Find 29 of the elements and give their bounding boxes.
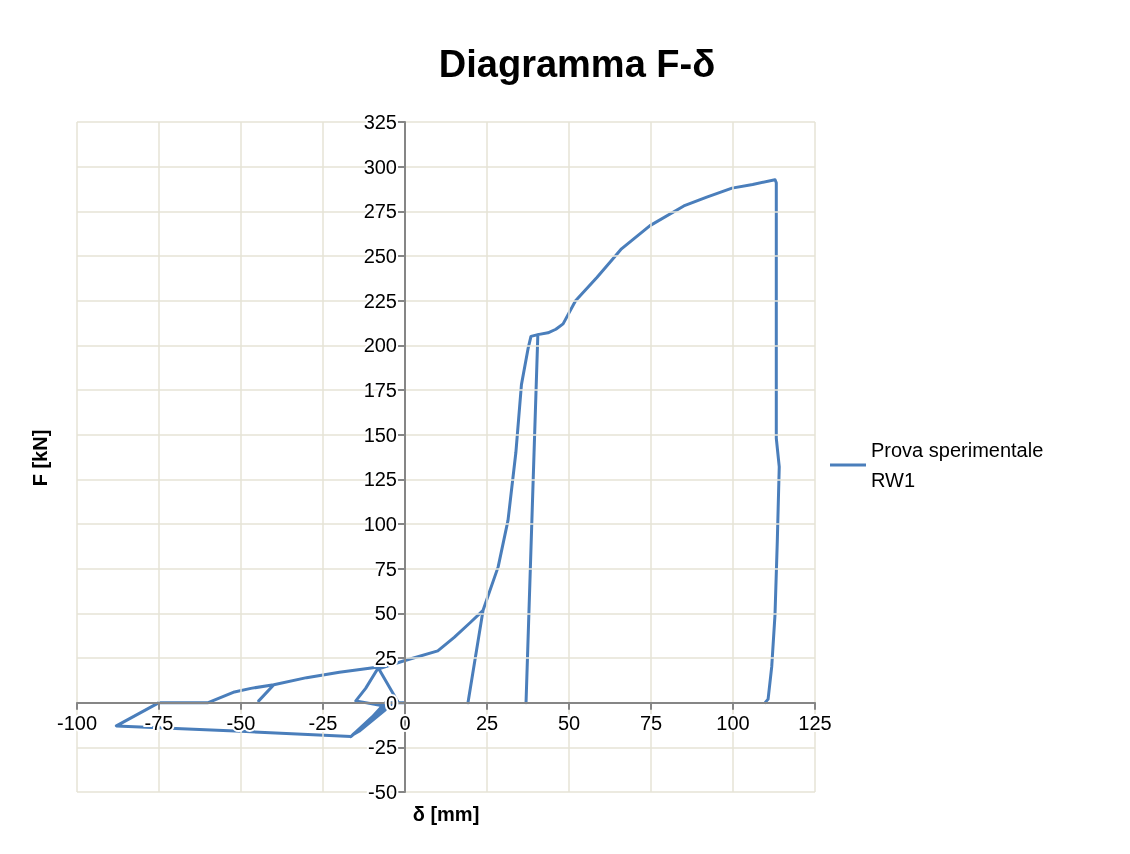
y-tick-label: 250: [363, 245, 397, 267]
x-tick-label: 125: [798, 711, 832, 734]
y-tick-label: 300: [363, 155, 397, 178]
y-tick-label: 25: [374, 647, 397, 669]
y-axis-title: F [kN]: [29, 429, 51, 487]
y-tick-label: 325: [363, 111, 397, 133]
x-tick-label: 50: [557, 711, 581, 734]
legend-label: Prova sperimentale RW1: [871, 439, 1049, 491]
x-tick-label: -50: [226, 711, 256, 734]
x-tick-label: 0: [399, 711, 411, 734]
x-tick-label: 25: [475, 711, 499, 734]
y-tick-label: 175: [363, 379, 397, 401]
x-axis-title: δ [mm]: [412, 803, 480, 825]
y-tick-label: 225: [363, 289, 397, 312]
y-tick-label: 150: [363, 423, 397, 446]
y-tick-label: 125: [363, 468, 397, 491]
y-tick-label: 50: [374, 602, 397, 625]
x-tick-label: 75: [639, 711, 663, 734]
y-tick-label: 100: [363, 513, 397, 535]
y-tick-label: 75: [374, 557, 397, 580]
y-tick-label: 200: [363, 334, 397, 357]
y-tick-label: 275: [363, 200, 397, 223]
y-tick-label: -50: [368, 781, 397, 803]
x-tick-label: -25: [308, 711, 338, 734]
chart-title: Diagramma F-δ: [438, 43, 716, 85]
x-tick-label: -100: [56, 711, 98, 734]
x-tick-label: 100: [716, 711, 750, 734]
y-tick-label: -25: [368, 736, 397, 759]
line-series: [114, 178, 781, 739]
